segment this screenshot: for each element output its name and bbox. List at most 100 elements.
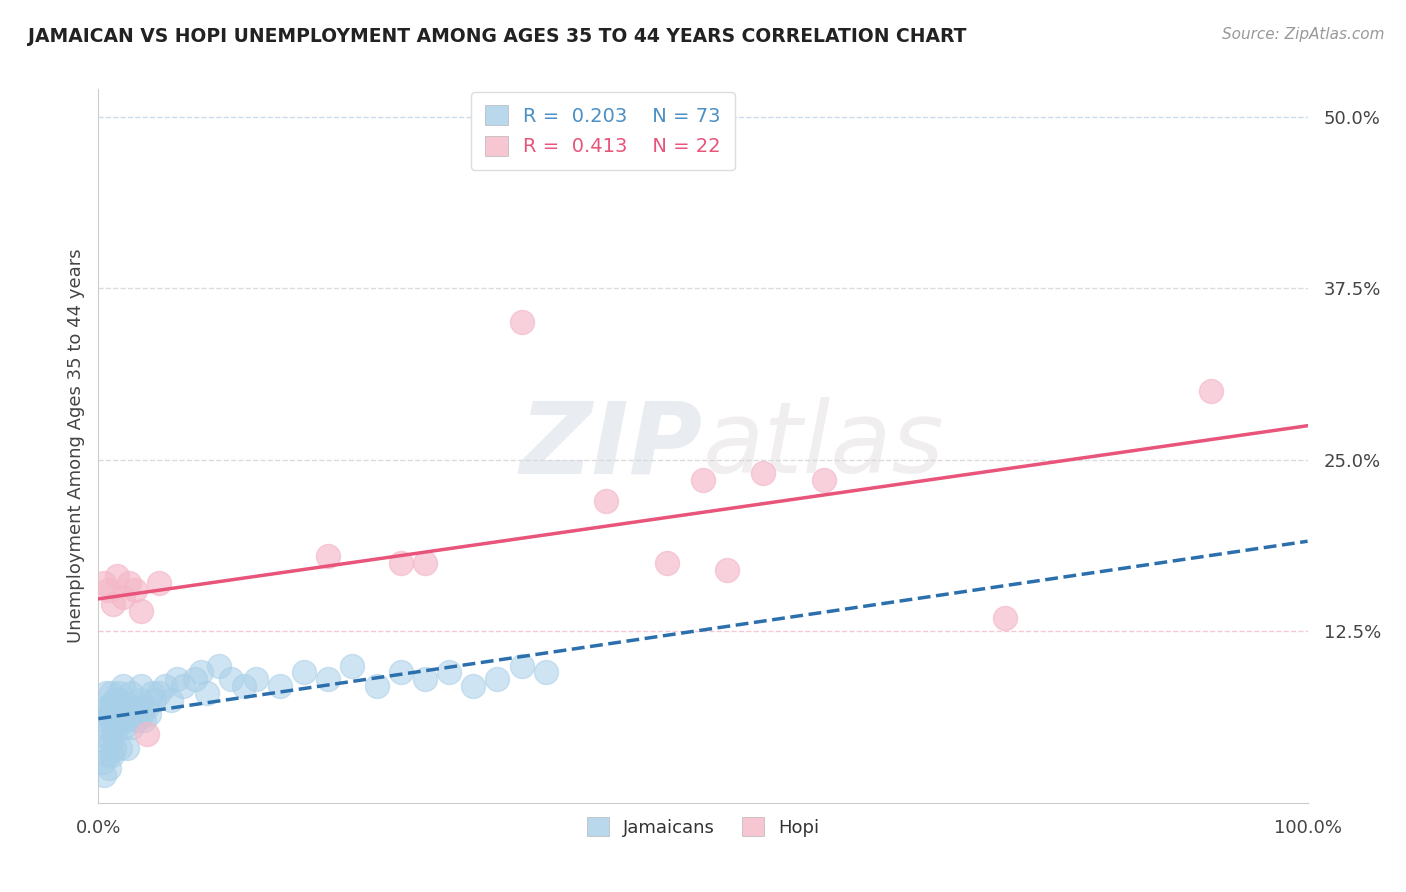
Point [813, 473, 835, 487]
Point [131, 706, 153, 721]
Point [486, 673, 509, 687]
Point [413, 673, 436, 687]
Point [93, 576, 115, 591]
Point [108, 693, 131, 707]
Point [100, 686, 122, 700]
Point [190, 665, 212, 680]
Point [124, 699, 146, 714]
Point [98, 699, 121, 714]
Point [138, 706, 160, 721]
Point [112, 720, 135, 734]
Point [97, 706, 120, 721]
Point [96, 720, 118, 734]
Point [115, 714, 138, 728]
Point [389, 556, 412, 570]
Point [510, 658, 533, 673]
Point [118, 699, 141, 714]
Point [141, 686, 163, 700]
Point [111, 679, 134, 693]
Point [752, 467, 775, 481]
Point [143, 693, 166, 707]
Point [105, 569, 128, 583]
Point [510, 316, 533, 330]
Point [97, 747, 120, 762]
Point [104, 714, 127, 728]
Point [366, 679, 388, 693]
Point [114, 699, 136, 714]
Point [692, 473, 714, 487]
Point [120, 686, 142, 700]
Point [105, 693, 128, 707]
Text: JAMAICAN VS HOPI UNEMPLOYMENT AMONG AGES 35 TO 44 YEARS CORRELATION CHART: JAMAICAN VS HOPI UNEMPLOYMENT AMONG AGES… [28, 27, 966, 45]
Point [93, 768, 115, 782]
Point [655, 556, 678, 570]
Point [98, 762, 121, 776]
Point [413, 556, 436, 570]
Point [111, 706, 134, 721]
Point [172, 679, 194, 693]
Point [117, 740, 139, 755]
Point [184, 673, 207, 687]
Point [269, 679, 291, 693]
Point [93, 714, 115, 728]
Point [108, 740, 131, 755]
Text: atlas: atlas [703, 398, 945, 494]
Text: Source: ZipAtlas.com: Source: ZipAtlas.com [1222, 27, 1385, 42]
Point [94, 740, 117, 755]
Point [245, 673, 267, 687]
Point [342, 658, 364, 673]
Text: ZIP: ZIP [520, 398, 703, 494]
Point [129, 679, 152, 693]
Point [124, 583, 146, 598]
Point [716, 562, 738, 576]
Point [437, 665, 460, 680]
Point [148, 686, 170, 700]
Point [153, 679, 176, 693]
Point [100, 747, 122, 762]
Point [101, 706, 124, 721]
Point [105, 720, 128, 734]
Point [135, 727, 157, 741]
Point [195, 686, 218, 700]
Point [292, 665, 315, 680]
Point [128, 693, 150, 707]
Point [118, 706, 141, 721]
Point [316, 673, 339, 687]
Point [96, 699, 118, 714]
Point [110, 714, 132, 728]
Point [135, 699, 157, 714]
Point [111, 590, 134, 604]
Y-axis label: Unemployment Among Ages 35 to 44 years: Unemployment Among Ages 35 to 44 years [66, 249, 84, 643]
Point [221, 673, 243, 687]
Point [100, 699, 122, 714]
Point [534, 665, 557, 680]
Point [97, 583, 120, 598]
Point [994, 610, 1017, 624]
Point [103, 740, 125, 755]
Point [101, 597, 124, 611]
Point [108, 686, 131, 700]
Point [166, 673, 188, 687]
Point [134, 714, 156, 728]
Point [208, 658, 231, 673]
Point [127, 714, 149, 728]
Point [91, 727, 114, 741]
Point [232, 679, 254, 693]
Point [1199, 384, 1222, 398]
Point [160, 693, 183, 707]
Legend: Jamaicans, Hopi: Jamaicans, Hopi [579, 810, 827, 844]
Point [389, 665, 412, 680]
Point [107, 706, 129, 721]
Point [101, 727, 124, 741]
Point [91, 755, 114, 769]
Point [94, 686, 117, 700]
Point [316, 549, 339, 563]
Point [129, 604, 152, 618]
Point [121, 720, 143, 734]
Point [100, 714, 122, 728]
Point [118, 576, 141, 591]
Point [100, 734, 122, 748]
Point [463, 679, 485, 693]
Point [148, 576, 170, 591]
Point [595, 494, 617, 508]
